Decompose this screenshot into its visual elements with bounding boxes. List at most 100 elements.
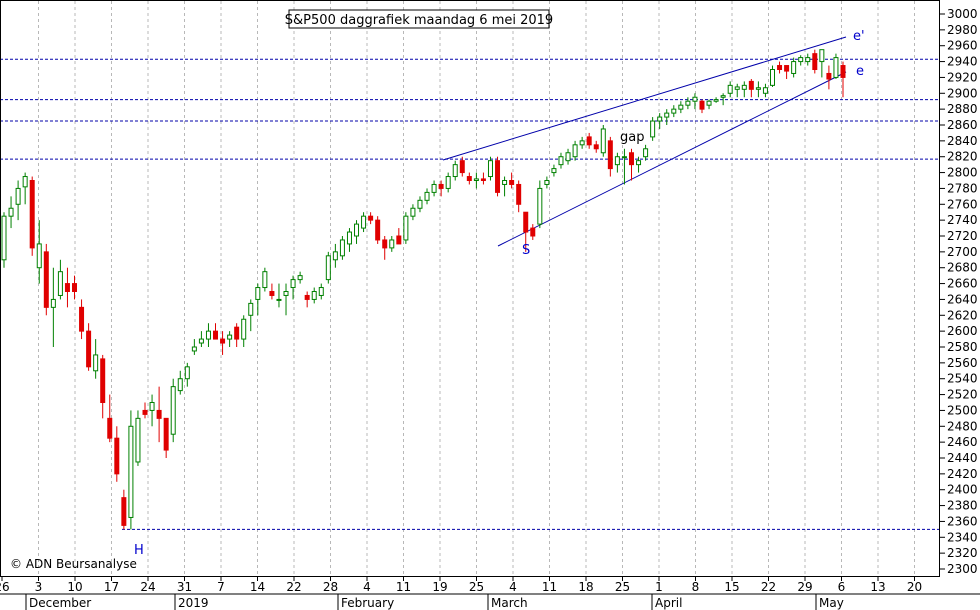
y-tick-label: 2420 xyxy=(947,467,978,481)
candle-body xyxy=(424,191,430,201)
candle-59 xyxy=(417,196,423,213)
candle-34 xyxy=(241,315,247,347)
candle-65 xyxy=(459,156,465,177)
candle-body xyxy=(79,306,85,332)
candle-body xyxy=(29,180,35,249)
candle-90 xyxy=(636,156,642,173)
candle-body xyxy=(664,112,670,118)
y-tick-label: 2460 xyxy=(947,435,978,449)
x-tick-label: 19 xyxy=(432,580,447,594)
candle-body xyxy=(727,84,733,94)
candle-body xyxy=(502,180,508,185)
candle-body xyxy=(248,302,254,316)
candle-23 xyxy=(163,417,169,458)
y-tick-label: 2500 xyxy=(947,403,978,417)
candle-55 xyxy=(389,236,395,252)
candle-96 xyxy=(678,101,684,114)
candle-44 xyxy=(311,287,317,304)
candle-body xyxy=(720,95,726,98)
candle-body xyxy=(170,386,176,435)
x-tick-label: 4 xyxy=(509,580,517,594)
candle-body xyxy=(791,61,797,74)
x-tick-label: 18 xyxy=(578,580,593,594)
candle-body xyxy=(57,271,63,296)
candle-0 xyxy=(1,212,7,268)
candle-17 xyxy=(121,489,127,530)
trendline-lower xyxy=(497,71,847,247)
candle-35 xyxy=(248,299,254,332)
candle-body xyxy=(403,215,409,241)
month-label: December xyxy=(29,596,91,610)
candle-27 xyxy=(191,339,197,355)
candle-51 xyxy=(361,212,367,233)
candle-43 xyxy=(304,291,310,308)
month-label: February xyxy=(341,596,394,610)
candle-58 xyxy=(410,204,416,221)
candle-body xyxy=(346,231,352,245)
candle-body xyxy=(805,57,811,63)
y-tick-label: 2780 xyxy=(947,181,978,195)
candle-body xyxy=(213,330,219,340)
candle-16 xyxy=(114,426,120,482)
candle-69 xyxy=(487,156,493,181)
y-tick-label: 2940 xyxy=(947,55,978,69)
x-tick-label: 24 xyxy=(140,580,155,594)
candle-body xyxy=(607,140,613,170)
candle-9 xyxy=(64,267,70,308)
candle-13 xyxy=(93,339,99,379)
candle-body xyxy=(572,144,578,158)
candle-body xyxy=(769,69,775,86)
candle-body xyxy=(86,330,92,368)
candle-body xyxy=(304,294,310,300)
candle-body xyxy=(748,80,754,90)
x-tick-label: 10 xyxy=(67,580,82,594)
candle-50 xyxy=(354,220,360,244)
y-tick-label: 2560 xyxy=(947,356,978,370)
annotation-e-prime: e' xyxy=(853,29,865,44)
candle-body xyxy=(551,168,557,174)
candle-111 xyxy=(784,65,790,80)
candle-body xyxy=(339,239,345,257)
candle-118 xyxy=(833,53,839,80)
candle-body xyxy=(713,99,719,102)
y-tick-label: 2700 xyxy=(947,245,978,259)
candle-body xyxy=(431,183,437,193)
candle-body xyxy=(163,417,169,451)
candle-body xyxy=(276,298,282,301)
y-tick-label: 2300 xyxy=(947,562,978,576)
candle-52 xyxy=(368,212,374,225)
candle-31 xyxy=(220,331,226,355)
horizontal-levels xyxy=(0,58,940,530)
candle-94 xyxy=(664,109,670,125)
candle-87 xyxy=(614,152,620,173)
candle-24 xyxy=(170,378,176,443)
y-tick-label: 2400 xyxy=(947,483,978,497)
x-tick-label: 7 xyxy=(217,580,225,594)
candle-body xyxy=(537,187,543,225)
candle-body xyxy=(741,84,747,90)
candle-64 xyxy=(452,160,458,181)
candle-8 xyxy=(57,259,63,300)
candle-body xyxy=(72,283,78,293)
candle-body xyxy=(142,409,148,415)
candle-103 xyxy=(727,81,733,98)
candle-73 xyxy=(516,180,522,213)
x-tick-label: 1 xyxy=(655,580,663,594)
candle-body xyxy=(833,57,839,78)
candle-body xyxy=(50,298,56,308)
candle-body xyxy=(459,160,465,174)
y-tick-label: 2620 xyxy=(947,308,978,322)
candle-6 xyxy=(43,243,49,316)
candle-77 xyxy=(544,176,550,189)
candle-body xyxy=(819,49,825,63)
month-label: March xyxy=(491,596,528,610)
candle-body xyxy=(396,235,402,245)
candle-95 xyxy=(671,105,677,118)
candle-body xyxy=(332,251,338,261)
candle-body xyxy=(325,255,331,281)
candle-49 xyxy=(346,228,352,252)
candle-body xyxy=(650,120,656,138)
candle-body xyxy=(530,227,536,237)
candle-body xyxy=(43,251,49,308)
